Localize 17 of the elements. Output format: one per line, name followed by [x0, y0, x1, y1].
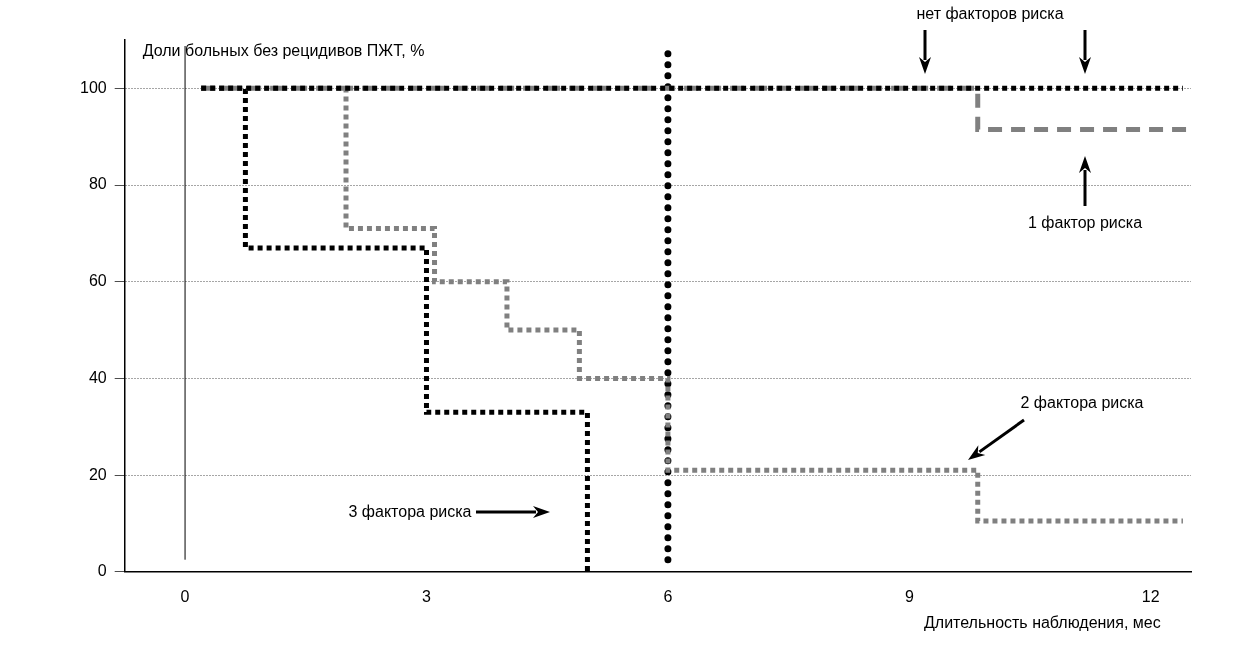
y-tick-label: 40 — [88, 368, 107, 386]
y-tick-label: 60 — [88, 272, 107, 290]
x-axis-title: Длительность наблюдения, мес — [924, 613, 1161, 631]
y-axis-title: Доли больных без рецидивов ПЖТ, % — [142, 42, 425, 59]
annotation: 3 фактора риска — [348, 503, 472, 521]
y-tick-label: 0 — [97, 562, 107, 580]
y-tick-label: 20 — [88, 465, 107, 483]
x-tick-label: 12 — [1141, 587, 1160, 605]
y-tick-label: 80 — [88, 175, 107, 193]
x-tick-label: 9 — [904, 587, 914, 605]
x-tick-label: 0 — [180, 587, 190, 605]
text: нет факторов риска — [916, 5, 1064, 23]
x-tick-label: 3 — [422, 587, 432, 605]
annotation: 1 фактор риска — [1027, 214, 1143, 232]
x-tick-label: 6 — [663, 587, 673, 605]
y-tick-label: 100 — [79, 78, 107, 96]
annotation: 2 фактора риска — [1020, 394, 1144, 412]
